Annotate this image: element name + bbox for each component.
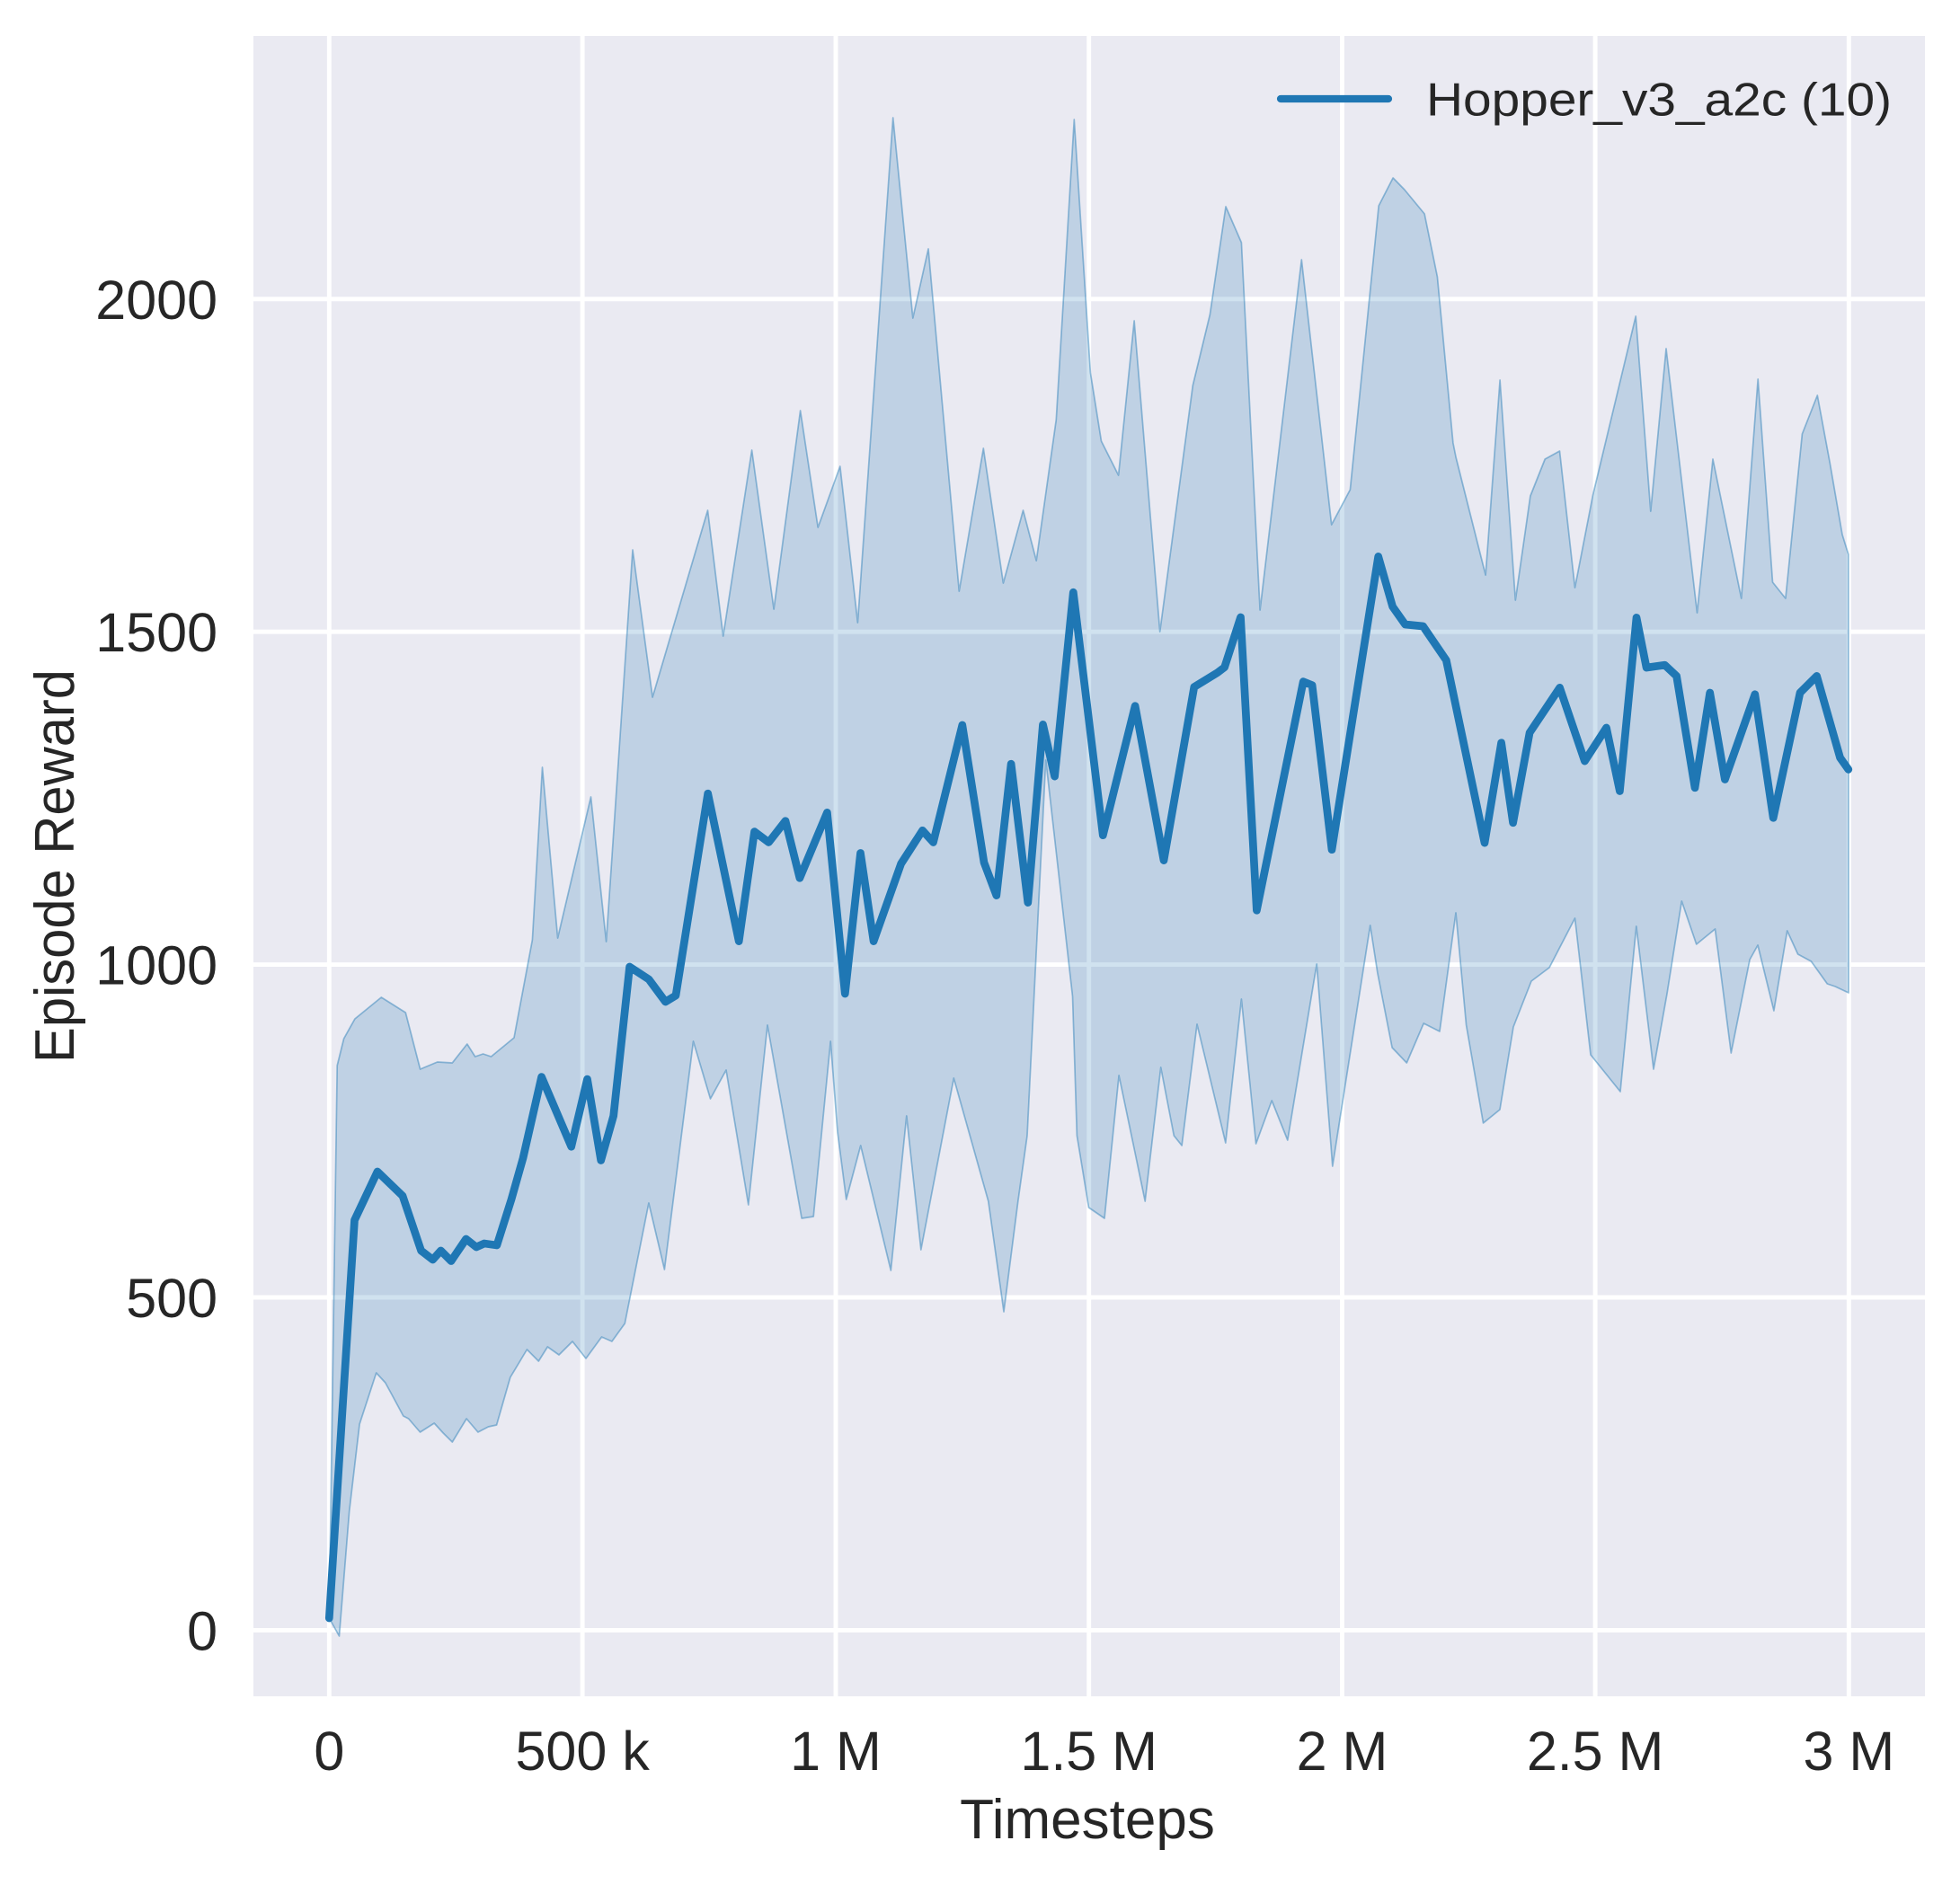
- svg-text:500: 500: [126, 1268, 217, 1329]
- svg-text:3 M: 3 M: [1803, 1721, 1894, 1782]
- svg-text:0: 0: [187, 1600, 217, 1661]
- svg-text:2000: 2000: [95, 270, 217, 331]
- svg-text:2 M: 2 M: [1297, 1721, 1388, 1782]
- svg-text:0: 0: [314, 1721, 344, 1782]
- svg-text:2.5 M: 2.5 M: [1527, 1721, 1664, 1782]
- svg-text:Hopper_v3_a2c (10): Hopper_v3_a2c (10): [1426, 75, 1892, 127]
- svg-text:1000: 1000: [95, 935, 217, 996]
- svg-text:1 M: 1 M: [790, 1721, 882, 1782]
- svg-text:1500: 1500: [95, 602, 217, 663]
- svg-text:Episode Reward: Episode Reward: [24, 669, 86, 1063]
- svg-text:1.5 M: 1.5 M: [1020, 1721, 1157, 1782]
- svg-text:Timesteps: Timesteps: [960, 1789, 1215, 1851]
- svg-text:500 k: 500 k: [515, 1721, 650, 1782]
